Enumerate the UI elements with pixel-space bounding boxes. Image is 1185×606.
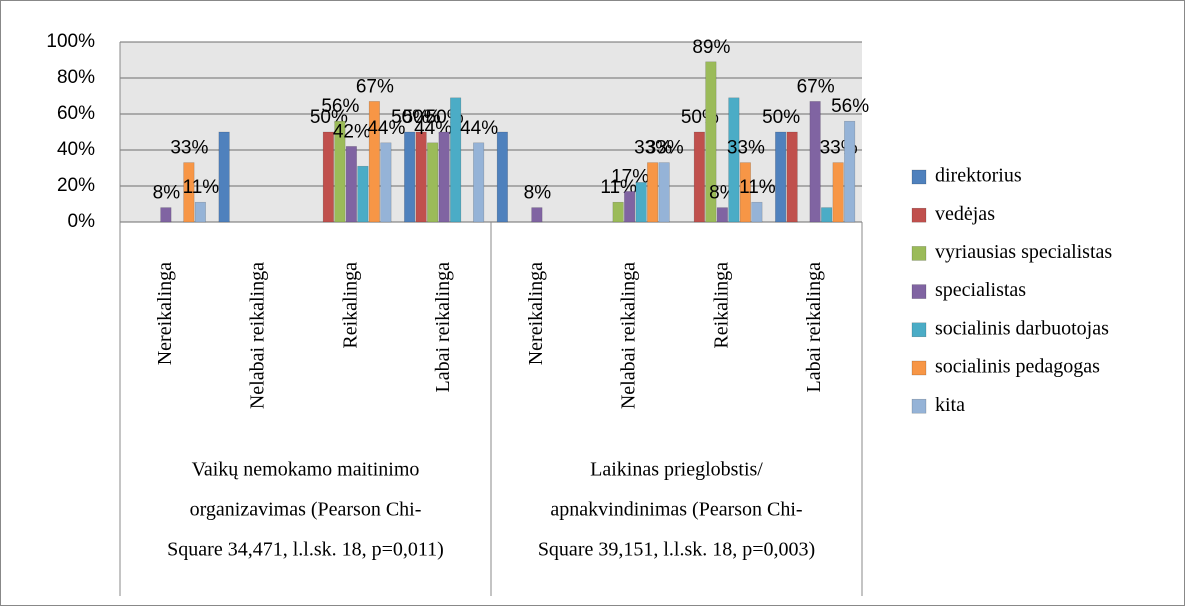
- y-tick-label: 100%: [46, 31, 95, 52]
- legend-label: direktorius: [935, 165, 1022, 187]
- bar: [751, 201, 763, 223]
- legend-swatch: [911, 360, 927, 376]
- data-label: 50%: [391, 107, 429, 128]
- bar: [612, 201, 624, 223]
- legend-label: socialinis pedagogas: [935, 356, 1100, 378]
- bar: [809, 101, 821, 223]
- legend-swatch: [911, 207, 927, 223]
- x-tick-label: Nelabai reikalinga: [247, 262, 269, 409]
- bar: [821, 207, 833, 223]
- bar: [368, 101, 380, 223]
- group-label: apnakvindinimas (Pearson Chi-: [550, 499, 802, 521]
- x-tick-label: Nelabai reikalinga: [618, 262, 640, 409]
- data-label: 44%: [460, 118, 498, 139]
- data-label: 8%: [153, 183, 181, 204]
- x-tick-label: Nereikalinga: [525, 262, 547, 365]
- x-tick-label: Labai reikalinga: [432, 262, 454, 393]
- data-label: 67%: [797, 76, 835, 97]
- bar: [438, 131, 450, 223]
- legend-swatch: [911, 246, 927, 261]
- y-tick-label: 60%: [57, 103, 95, 124]
- legend-swatch: [911, 169, 927, 185]
- bar: [635, 182, 647, 223]
- x-tick-label: Nereikalinga: [154, 262, 176, 365]
- bar: [775, 131, 787, 223]
- x-tick-label: Reikalinga: [710, 262, 732, 349]
- bar: [739, 162, 751, 223]
- bar: [404, 131, 416, 223]
- data-label: 50%: [403, 107, 441, 128]
- data-label: 33%: [727, 138, 765, 159]
- bar: [427, 142, 439, 223]
- data-label: 17%: [611, 166, 649, 187]
- legend-label: vyriausias specialistas: [935, 241, 1112, 263]
- y-tick-label: 20%: [57, 175, 95, 196]
- group-label: Square 39,151, l.l.sk. 18, p=0,003): [538, 539, 815, 561]
- bar: [832, 162, 844, 223]
- bar: [658, 162, 670, 223]
- legend-label: specialistas: [935, 279, 1026, 301]
- x-tick-label: Labai reikalinga: [803, 262, 825, 393]
- bar: [786, 131, 798, 223]
- data-label: 89%: [692, 37, 730, 58]
- x-tick-label: Reikalinga: [339, 262, 361, 349]
- bar: [728, 97, 740, 223]
- y-tick-label: 0%: [68, 211, 96, 232]
- group-label: Vaikų nemokamo maitinimo: [192, 459, 420, 481]
- legend-swatch: [911, 398, 927, 414]
- bar: [357, 165, 369, 223]
- data-label: 33%: [170, 138, 208, 159]
- bar: [716, 207, 728, 223]
- bar: [647, 162, 659, 223]
- data-label: 11%: [183, 177, 220, 198]
- data-label: 50%: [762, 107, 800, 128]
- data-label: 42%: [333, 121, 371, 142]
- group-label: Square 34,471, l.l.sk. 18, p=0,011): [167, 539, 444, 561]
- bar: [415, 131, 427, 223]
- bar: [705, 61, 717, 223]
- bar: [496, 131, 508, 223]
- legend-swatch: [911, 322, 927, 338]
- bar: [844, 120, 856, 223]
- bar: [334, 120, 346, 223]
- group-label: organizavimas (Pearson Chi-: [190, 499, 422, 521]
- y-tick-label: 80%: [57, 67, 95, 88]
- bar: [624, 191, 636, 223]
- legend-label: socialinis darbuotojas: [935, 317, 1109, 339]
- bar: [160, 207, 172, 223]
- bar: [218, 131, 230, 223]
- data-label: 56%: [321, 96, 359, 117]
- legend-swatch: [911, 284, 927, 299]
- data-label: 44%: [367, 118, 405, 139]
- data-label: 56%: [831, 96, 869, 117]
- data-label: 8%: [524, 183, 552, 204]
- data-label: 11%: [739, 177, 776, 198]
- group-label: Laikinas prieglobstis/: [590, 459, 763, 481]
- bar: [693, 131, 705, 223]
- data-label: 67%: [356, 76, 394, 97]
- bar: [183, 162, 195, 223]
- bar: [450, 97, 462, 223]
- bar: [531, 207, 543, 223]
- bar: [194, 201, 206, 223]
- bar: [345, 146, 357, 223]
- bar: [322, 131, 334, 223]
- legend-label: vedėjas: [935, 203, 995, 225]
- data-label: 33%: [646, 138, 684, 159]
- y-tick-label: 40%: [57, 139, 95, 160]
- bar: [473, 142, 485, 223]
- data-label: 33%: [634, 138, 672, 159]
- bar: [380, 142, 392, 223]
- legend-label: kita: [935, 394, 965, 416]
